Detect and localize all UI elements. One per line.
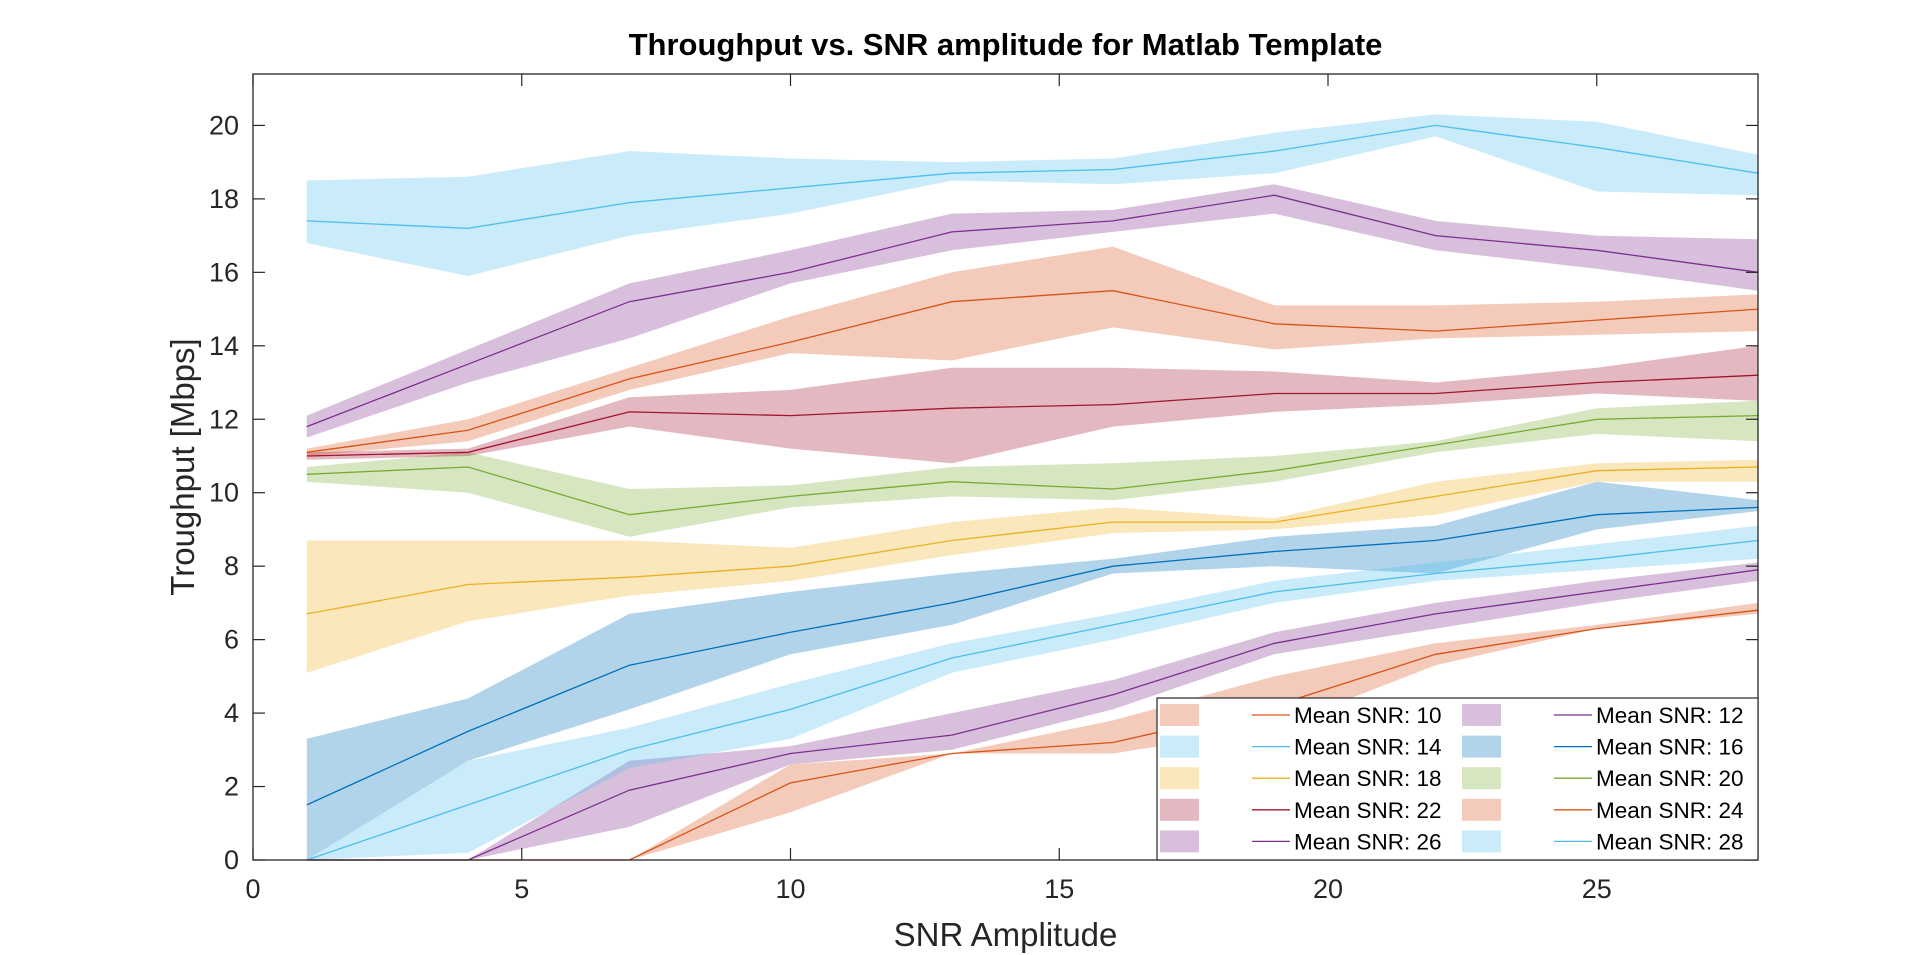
legend-label: Mean SNR: 20	[1596, 766, 1744, 791]
band-6	[306, 345, 1758, 464]
chart-title: Throughput vs. SNR amplitude for Matlab …	[629, 27, 1383, 62]
y-tick-label: 10	[209, 478, 239, 508]
y-tick-label: 12	[209, 404, 239, 434]
x-tick-label: 15	[1044, 874, 1074, 904]
y-tick-label: 16	[209, 257, 239, 287]
x-tick-label: 20	[1313, 874, 1343, 904]
band-9	[306, 525, 1758, 860]
band-0	[306, 246, 1758, 456]
mean-line-5	[306, 414, 1759, 516]
band-1	[306, 184, 1758, 438]
legend-patch	[1462, 830, 1501, 853]
y-tick-label: 6	[224, 625, 239, 655]
band-8	[306, 562, 1758, 860]
band-4	[306, 459, 1758, 673]
x-tick-label: 0	[245, 874, 260, 904]
legend-patch	[1160, 704, 1199, 726]
y-tick-label: 8	[224, 551, 239, 581]
plot-frame	[252, 73, 1759, 861]
x-axis-label: SNR Amplitude	[894, 916, 1118, 953]
x-tick-label: 10	[775, 874, 805, 904]
mean-line-0	[306, 290, 1759, 453]
legend-patch	[1160, 767, 1199, 790]
legend-patch	[1160, 735, 1199, 758]
band-3	[306, 481, 1758, 860]
y-tick-label: 20	[209, 110, 239, 140]
legend-label: Mean SNR: 14	[1294, 735, 1442, 760]
mean-line-2	[306, 124, 1759, 229]
x-tick-label: 25	[1582, 874, 1612, 904]
legend-patch	[1462, 767, 1501, 790]
legend-label: Mean SNR: 16	[1596, 735, 1744, 760]
legend-label: Mean SNR: 28	[1596, 829, 1744, 854]
y-tick-label: 14	[209, 331, 239, 361]
legend-label: Mean SNR: 12	[1596, 703, 1744, 728]
legend-label: Mean SNR: 24	[1596, 798, 1744, 823]
mean-line-3	[306, 506, 1759, 806]
mean-line-4	[306, 466, 1759, 615]
mean-line-6	[306, 374, 1759, 457]
legend: Mean SNR: 10 Mean SNR: 12 Mean SNR: 14 Mean…	[1156, 697, 1759, 861]
x-tick-label: 5	[514, 874, 529, 904]
mean-line-8	[306, 569, 1759, 861]
mean-line-1	[306, 194, 1759, 428]
band-2	[306, 114, 1758, 277]
y-tick-label: 0	[224, 845, 239, 875]
band-5	[306, 400, 1758, 537]
legend-patch	[1462, 704, 1501, 726]
legend-label: Mean SNR: 26	[1294, 829, 1442, 854]
legend-label: Mean SNR: 22	[1294, 798, 1442, 823]
legend-patch	[1160, 798, 1199, 821]
legend-patch	[1462, 735, 1501, 758]
legend-patch	[1160, 830, 1199, 853]
legend-box	[1156, 697, 1759, 861]
legend-label: Mean SNR: 10	[1294, 703, 1442, 728]
y-tick-label: 18	[209, 184, 239, 214]
y-axis-label: Troughput [Mbps]	[164, 338, 201, 595]
y-tick-label: 2	[224, 772, 239, 802]
y-axis-ticks: 0 2 4 6 8 10 12 14 16 18 20	[209, 110, 1758, 875]
legend-label: Mean SNR: 18	[1294, 766, 1442, 791]
x-axis-ticks: 0 5 10 15 20 25	[245, 74, 1612, 904]
mean-line-9	[306, 539, 1759, 861]
legend-patch	[1462, 798, 1501, 821]
y-tick-label: 4	[224, 698, 239, 728]
